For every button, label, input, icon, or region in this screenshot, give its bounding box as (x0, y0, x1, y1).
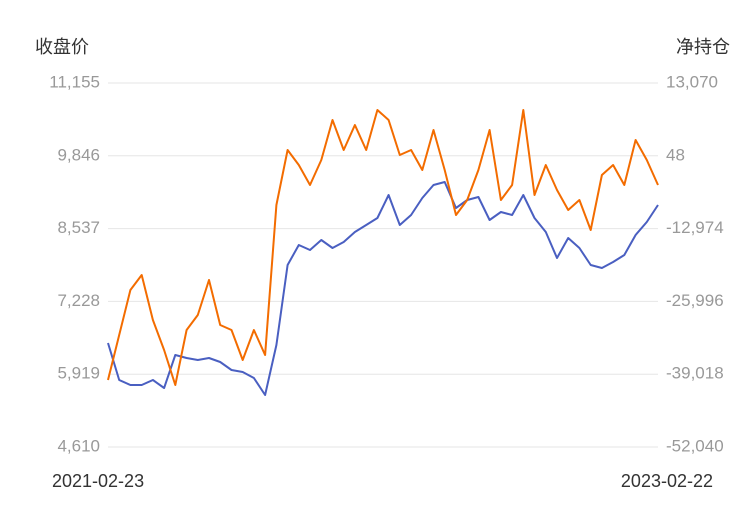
y2-tick-label: 48 (666, 145, 685, 164)
series-line (107, 109, 659, 386)
y2-tick-label: 13,070 (666, 72, 718, 91)
y2-tick-label: -52,040 (666, 436, 724, 455)
y2-tick-label: -25,996 (666, 291, 724, 310)
y2-tick-label: -12,974 (666, 218, 724, 237)
x-tick-label: 2023-02-22 (621, 471, 713, 491)
y-tick-label: 7,228 (57, 291, 100, 310)
y2-axis-title: 净持仓 (676, 37, 730, 57)
y-tick-label: 4,610 (57, 436, 100, 455)
y2-tick-label: -39,018 (666, 364, 724, 383)
y-axis-title: 收盘价 (35, 37, 89, 57)
series-line (107, 181, 659, 396)
y-tick-label: 8,537 (57, 218, 100, 237)
y-tick-label: 11,155 (49, 72, 100, 91)
y-tick-label: 9,846 (57, 145, 100, 164)
y-tick-label: 5,919 (57, 364, 100, 383)
x-tick-label: 2021-02-23 (52, 471, 144, 491)
